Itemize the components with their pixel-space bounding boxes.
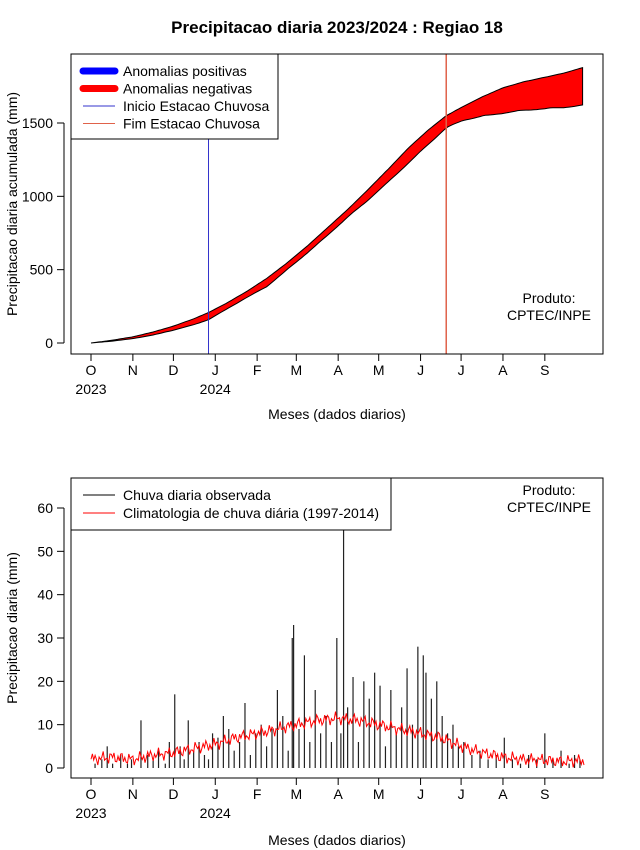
daily-bars-layer (94, 525, 581, 768)
daily-legend: Chuva diaria observada Climatologia de ch… (70, 477, 392, 531)
x-tick-label: M (373, 786, 385, 802)
daily-axes: 0 10 20 30 40 50 60 O N D J F M A M J J A S 2023 2024 (37, 500, 549, 821)
x-tick-label: N (128, 362, 138, 378)
x-tick-label: O (86, 362, 97, 378)
legend-label: Inicio Estacao Chuvosa (123, 98, 270, 114)
y-tick-label: 0 (45, 760, 53, 776)
x-tick-label: S (540, 786, 549, 802)
x-tick-label: A (498, 362, 508, 378)
x-tick-label: M (290, 786, 302, 802)
x-tick-label: A (334, 786, 344, 802)
y-tick-label: 40 (37, 587, 53, 603)
accumulated-legend: Anomalias positivas Anomalias negativasIn… (70, 53, 279, 140)
accumulated-product-note: Produto: CPTEC/INPE (507, 290, 591, 323)
year-label: 2024 (200, 381, 231, 397)
legend-label: Climatologia de chuva diária (1997-2014) (123, 505, 379, 521)
climatology-line (90, 711, 585, 768)
x-tick-label: J (212, 362, 219, 378)
y-tick-label: 60 (37, 500, 53, 516)
daily-product-note: Produto: CPTEC/INPE (507, 482, 591, 515)
daily-legend-box (70, 477, 392, 531)
accumulated-area-layer (90, 67, 584, 344)
x-tick-label: D (168, 362, 178, 378)
daily-x-axis-label: Meses (dados diarios) (268, 832, 406, 848)
y-tick-label: 1000 (22, 188, 53, 204)
daily-product-line-1: Produto: (523, 482, 576, 498)
year-label: 2024 (200, 805, 231, 821)
accumulated-x-axis-label: Meses (dados diarios) (268, 406, 406, 422)
daily-product-line-2: CPTEC/INPE (507, 499, 591, 515)
x-tick-label: N (128, 786, 138, 802)
year-label: 2023 (75, 805, 106, 821)
legend-label: Fim Estacao Chuvosa (123, 116, 260, 132)
y-tick-label: 500 (30, 262, 54, 278)
daily-climatology-layer (90, 711, 585, 768)
x-tick-label: J (212, 786, 219, 802)
x-tick-label: J (458, 362, 465, 378)
y-tick-label: 10 (37, 717, 53, 733)
accumulated-product-line-2: CPTEC/INPE (507, 307, 591, 323)
accumulated-chart-title: Precipitacao diaria 2023/2024 : Regiao 1… (171, 18, 503, 37)
x-tick-label: O (86, 786, 97, 802)
x-tick-label: F (253, 362, 262, 378)
daily-chart: 0 10 20 30 40 50 60 O N D J F M A M J J A S 2023 2024 Meses … (4, 477, 604, 848)
x-tick-label: D (168, 786, 178, 802)
y-tick-label: 0 (45, 335, 53, 351)
year-label: 2023 (75, 381, 106, 397)
x-tick-label: F (253, 786, 262, 802)
y-tick-label: 1500 (22, 115, 53, 131)
x-tick-label: S (540, 362, 549, 378)
x-tick-label: J (417, 362, 424, 378)
y-tick-label: 50 (37, 543, 53, 559)
accumulated-product-line-1: Produto: (523, 290, 576, 306)
x-tick-label: M (290, 362, 302, 378)
x-tick-label: A (334, 362, 344, 378)
y-tick-label: 30 (37, 630, 53, 646)
negative-anomaly-area (90, 67, 584, 344)
accumulated-chart: Precipitacao diaria 2023/2024 : Regiao 1… (4, 18, 604, 422)
accumulated-axes: 0 500 1000 1500 O N D J F M A M J J A S 2023 2024 (22, 115, 550, 397)
x-tick-label: J (417, 786, 424, 802)
x-tick-label: A (498, 786, 508, 802)
legend-label: Chuva diaria observada (123, 487, 271, 503)
x-tick-label: J (458, 786, 465, 802)
legend-label: Anomalias positivas (123, 63, 247, 79)
legend-label: Anomalias negativas (123, 81, 252, 97)
y-tick-label: 20 (37, 673, 53, 689)
x-tick-label: M (373, 362, 385, 378)
daily-y-axis-label: Precipitacao diaria (mm) (4, 552, 20, 704)
accumulated-y-axis-label: Precipitacao diaria acumulada (mm) (4, 92, 20, 316)
